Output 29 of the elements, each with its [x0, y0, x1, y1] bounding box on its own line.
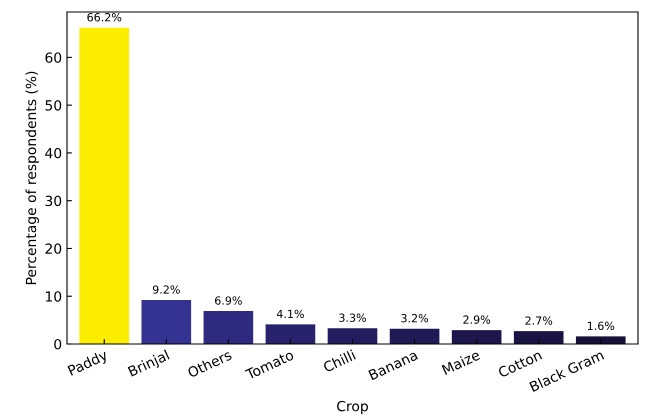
data-label: 2.9%	[463, 315, 490, 324]
y-tick-label: 50	[46, 100, 62, 111]
data-label: 6.9%	[215, 296, 242, 305]
y-tick-label: 40	[45, 148, 62, 158]
y-tick-label: 10	[46, 291, 62, 302]
y-axis-title: Percentage of respondents (%)	[25, 72, 39, 284]
y-tick-label: 60	[45, 52, 62, 63]
bar	[141, 300, 192, 344]
bar	[390, 328, 440, 344]
x-axis-title: Crop	[337, 400, 368, 414]
bar	[79, 28, 130, 344]
data-label: 9.2%	[152, 285, 180, 294]
bar	[452, 330, 502, 344]
x-tick-label: Chilli	[322, 349, 356, 373]
data-label: 1.6%	[588, 322, 614, 330]
bar	[514, 331, 564, 344]
data-label: 3.2%	[401, 314, 428, 322]
data-label: 66.2%	[87, 13, 122, 22]
bar	[204, 311, 254, 344]
bar	[576, 336, 626, 344]
data-label: 4.1%	[276, 310, 304, 318]
data-label: 2.7%	[525, 316, 552, 325]
data-label: 3.3%	[339, 314, 366, 322]
y-tick-label: 0	[54, 338, 62, 350]
x-tick-label: Maize	[441, 349, 481, 376]
bar	[266, 324, 316, 344]
y-tick-label: 30	[46, 196, 62, 206]
bar	[328, 328, 378, 344]
y-tick-label: 20	[45, 243, 62, 254]
